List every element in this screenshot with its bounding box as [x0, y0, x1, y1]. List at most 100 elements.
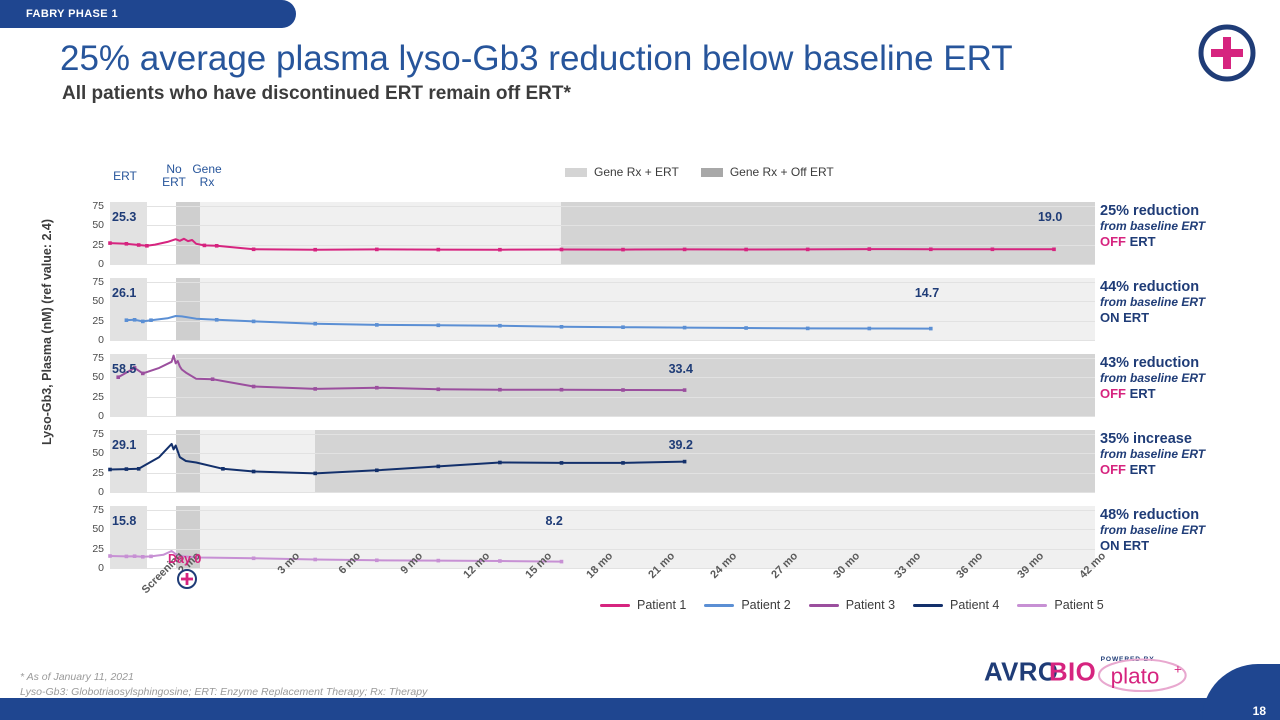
legend-item-gene-rx-off-ert: Gene Rx + Off ERT — [700, 165, 834, 179]
annotation-status-prefix: ON — [1100, 310, 1120, 325]
y-tick-label: 75 — [92, 503, 104, 516]
baseline-value-label: 29.1 — [112, 438, 137, 452]
chart-panel — [110, 354, 1095, 417]
annotation-subtext: from baseline ERT — [1100, 523, 1206, 537]
treatment-band — [200, 430, 316, 492]
x-tick-label: 30 mo — [831, 550, 862, 581]
legend-label: Patient 1 — [637, 598, 687, 612]
x-tick-label: 18 mo — [584, 550, 616, 581]
y-tick-label: 50 — [92, 371, 104, 384]
day0-label: Day 0 — [168, 552, 202, 566]
phase-tag-label: FABRY PHASE 1 — [26, 8, 119, 20]
y-axis-title: Lyso-Gb3, Plasma (nM) (ref value: 2.4) — [40, 219, 54, 445]
y-tick-label: 0 — [98, 258, 104, 270]
chart-container: Lyso-Gb3, Plasma (nM) (ref value: 2.4) E… — [0, 160, 1280, 630]
band-label-ert: ERT — [113, 169, 137, 183]
legend-label: Patient 5 — [1054, 598, 1104, 612]
y-tick-label: 0 — [98, 334, 104, 346]
y-tick-label: 0 — [98, 486, 104, 498]
brand-name-avro: AVRO — [984, 658, 1058, 686]
footnotes: * As of January 11, 2021 Lyso-Gb3: Globo… — [20, 670, 427, 700]
y-tick-label: 75 — [92, 427, 104, 440]
legend-label: Patient 3 — [845, 598, 896, 612]
phase-band-gene-rx — [175, 202, 201, 264]
annotation-headline: 48% reduction — [1100, 507, 1200, 523]
gridline — [110, 492, 1095, 493]
end-value-label: 33.4 — [668, 362, 693, 376]
gridline — [110, 396, 1095, 398]
legend-item-patient-4: Patient 4 — [913, 598, 999, 612]
brand-name-bio: BIO — [1049, 658, 1096, 686]
gridline — [110, 453, 1095, 455]
y-tick-label: 50 — [92, 219, 104, 232]
panel-annotation: 44% reduction from baseline ERT ON ERT — [1100, 279, 1280, 326]
treatment-band — [561, 202, 1095, 264]
legend-item-gene-rx-ert: Gene Rx + ERT — [565, 165, 679, 179]
y-tick-label: 25 — [92, 314, 104, 327]
annotation-subtext: from baseline ERT — [1100, 295, 1206, 309]
x-tick-label: 15 mo — [523, 550, 555, 581]
annotation-status: OFF ERT — [1100, 386, 1280, 401]
page-number-disc — [1202, 664, 1280, 720]
annotation-subtext: from baseline ERT — [1100, 219, 1206, 233]
annotation-status-prefix: OFF — [1100, 462, 1126, 477]
annotation-status-suffix: ERT — [1126, 462, 1156, 477]
gridline — [110, 568, 1095, 569]
line-swatch-icon — [913, 603, 944, 607]
chart-panel — [108, 202, 1095, 265]
phase-band-ert — [110, 430, 147, 492]
baseline-value-label: 26.1 — [112, 286, 137, 300]
gridline — [110, 509, 1095, 511]
x-tick-label: 12 mo — [461, 550, 493, 581]
annotation-status-suffix: ERT — [1119, 538, 1150, 553]
end-value-label: 39.2 — [668, 438, 693, 452]
panel-annotation: 35% increase from baseline ERT OFF ERT — [1100, 432, 1280, 478]
baseline-value-label: 15.8 — [112, 514, 137, 528]
y-tick-label: 75 — [92, 199, 104, 212]
annotation-status: ON ERT — [1100, 310, 1280, 325]
series-trace-2 — [124, 315, 933, 331]
plus-in-circle-icon — [177, 569, 197, 589]
y-tick-label: 50 — [92, 523, 104, 536]
patient-legend: Patient 1 Patient 2 Patient 3 Patient 4 Pati… — [600, 598, 1104, 612]
x-tick-label: 3 mo — [275, 550, 302, 577]
annotation-subtext: from baseline ERT — [1100, 447, 1206, 461]
y-tick-label: 25 — [92, 238, 104, 251]
x-tick-label: 36 mo — [954, 550, 986, 581]
series-trace-3 — [116, 354, 687, 392]
band-label-no-ert: No ERT — [162, 162, 186, 189]
panel-annotation: 25% reduction from baseline ERT OFF ERT — [1100, 204, 1280, 250]
x-tick-label: 42 mo — [1077, 550, 1109, 581]
y-tick-label: 25 — [92, 390, 104, 403]
series-trace-5 — [108, 550, 564, 564]
end-value-label: 14.7 — [914, 286, 940, 300]
phase-band-no-ert — [146, 354, 176, 416]
footnote-line: * As of January 11, 2021 — [20, 671, 134, 683]
phase-band-ert — [110, 506, 147, 568]
annotation-headline: 44% reduction — [1100, 279, 1200, 295]
bottom-bar — [0, 698, 1280, 720]
phase-band-ert — [110, 354, 147, 416]
annotation-status-suffix: ERT — [1119, 310, 1150, 325]
y-tick-label: 0 — [98, 562, 104, 574]
panel-annotation: 48% reduction from baseline ERT ON ERT — [1100, 507, 1280, 554]
x-tick-label: 39 mo — [1015, 550, 1047, 581]
y-tick-label: 50 — [92, 295, 104, 308]
phase-band-ert — [110, 278, 147, 340]
legend-label: Patient 4 — [950, 598, 1000, 612]
page-subtitle: All patients who have discontinued ERT r… — [62, 83, 571, 104]
gridline — [110, 301, 1095, 303]
x-tick-label: 6 mo — [336, 550, 364, 577]
chart-panel — [110, 278, 1095, 341]
gridline — [110, 281, 1095, 283]
end-value-label: 8.2 — [545, 514, 563, 528]
chart-top-legend: Gene Rx + ERT Gene Rx + Off ERT — [565, 165, 834, 179]
y-tick-label: 25 — [92, 466, 104, 479]
page-title: 25% average plasma lyso-Gb3 reduction be… — [60, 39, 1013, 78]
series-trace-4 — [108, 442, 687, 476]
gridline — [110, 377, 1095, 379]
phase-band-ert — [110, 202, 147, 264]
phase-tag-banner: FABRY PHASE 1 — [0, 0, 296, 28]
plato-wordmark: plato — [1110, 664, 1159, 689]
annotation-status: ON ERT — [1100, 538, 1280, 553]
